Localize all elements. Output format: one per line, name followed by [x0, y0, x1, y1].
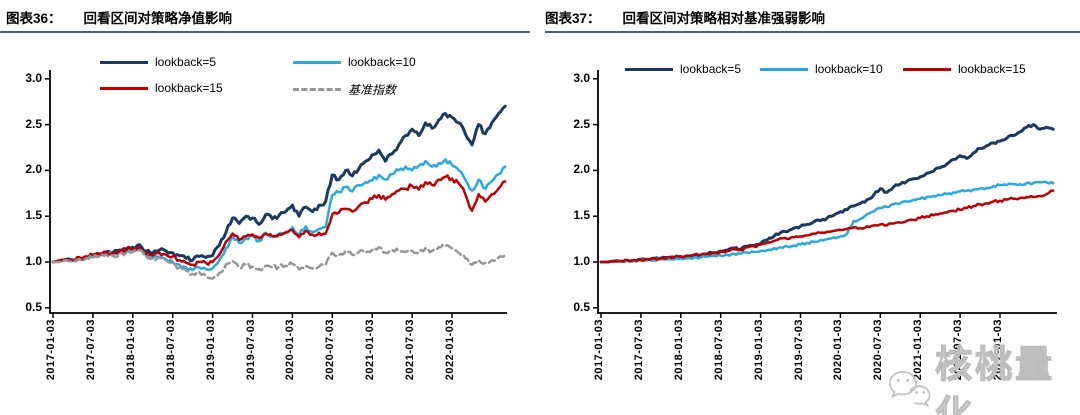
- y-axis-label: 1.5: [25, 208, 42, 223]
- lookback15-line-swatch: [100, 86, 148, 90]
- series-line-lookback=5: [51, 104, 507, 264]
- figure-37-header: 图表37： 回看区间对策略相对基准强弱影响: [545, 7, 825, 27]
- x-axis-label: 2021-07-03: [952, 319, 965, 381]
- legend-item-lookback10: lookback=10: [293, 55, 416, 69]
- y-axis-label: 1.0: [25, 254, 42, 268]
- series-line-lookback=10: [599, 180, 1055, 264]
- legend-item-lookback10: lookback=10: [760, 62, 883, 76]
- lookback10-line-swatch: [293, 60, 341, 64]
- x-axis-label: 2019-01-03: [752, 319, 765, 381]
- figure-36-title-rule: [0, 31, 530, 33]
- y-axis-label: 3.0: [25, 70, 42, 85]
- y-axis-label: 2.0: [25, 162, 42, 177]
- lookback5-legend-label: lookback=5: [155, 55, 217, 69]
- y-axis-label: 0.5: [573, 299, 590, 314]
- legend-item-lookback5: lookback=5: [100, 55, 216, 69]
- figure-36-title: 回看区间对策略净值影响: [83, 11, 233, 26]
- x-axis-label: 2021-01-03: [912, 319, 925, 381]
- legend-item-lookback15: lookback=15: [100, 81, 223, 95]
- figure-37-title: 回看区间对策略相对基准强弱影响: [622, 11, 826, 26]
- series-line-: [51, 243, 507, 280]
- lookback15-legend-label: lookback=15: [155, 81, 223, 95]
- lookback10-line-swatch: [760, 67, 808, 71]
- lookback15-line-swatch: [903, 67, 951, 71]
- figure-36: 图表36： 回看区间对策略净值影响 lookback=5 lookback=10 …: [0, 7, 530, 381]
- x-axis-label: 2019-07-03: [792, 319, 805, 381]
- x-axis-label: 2020-01-03: [832, 319, 845, 381]
- figure-37: 图表37： 回看区间对策略相对基准强弱影响 lookback=5 lookback…: [540, 0, 1080, 415]
- figure-37-number: 图表37：: [545, 11, 601, 26]
- series-line-lookback=15: [51, 174, 507, 267]
- benchmark-dashed-swatch: [293, 88, 341, 91]
- figure-36-number: 图表36：: [6, 11, 62, 26]
- series-line-lookback=5: [599, 123, 1055, 264]
- axis-spines: [49, 70, 507, 314]
- lookback5-legend-label: lookback=5: [680, 62, 742, 76]
- x-axis-label: 2019-07-03: [244, 319, 257, 381]
- lookback15-legend-label: lookback=15: [958, 62, 1026, 76]
- x-axis-label: 2019-01-03: [204, 319, 217, 381]
- series-line-lookback=15: [599, 189, 1055, 264]
- x-axis-label: 2021-07-03: [404, 319, 417, 381]
- figure-37-title-rule: [545, 31, 1080, 33]
- x-axis-label: 2020-01-03: [284, 319, 297, 381]
- lookback10-legend-label: lookback=10: [815, 62, 883, 76]
- relative-strength-chart: [593, 70, 1057, 318]
- legend-item-benchmark: 基准指数: [293, 81, 396, 98]
- x-axis-label: 2018-07-03: [164, 319, 177, 381]
- y-axis-label: 3.0: [573, 70, 590, 85]
- x-axis-label: 2018-01-03: [672, 319, 685, 381]
- axis-spines: [597, 70, 1057, 314]
- y-axis-label: 1.0: [573, 254, 590, 268]
- y-axis-label: 1.5: [573, 208, 590, 223]
- y-axis-label: 2.5: [573, 116, 590, 131]
- lookback10-legend-label: lookback=10: [348, 55, 416, 69]
- x-axis-label: 2022-01-03: [444, 319, 456, 381]
- x-axis-label: 2018-01-03: [124, 319, 137, 381]
- y-axis-label: 2.0: [573, 162, 590, 177]
- x-axis-label: 2021-01-03: [364, 319, 377, 381]
- x-axis-label: 2020-07-03: [324, 319, 337, 381]
- x-axis-label: 2017-07-03: [84, 319, 97, 381]
- y-axis-label: 2.5: [25, 116, 42, 131]
- benchmark-legend-label: 基准指数: [348, 83, 397, 97]
- y-axis-label: 0.5: [25, 299, 42, 314]
- x-axis-label: 2022-01-03: [992, 319, 1004, 381]
- net-value-chart: [45, 70, 507, 318]
- lookback5-line-swatch: [100, 60, 148, 64]
- legend-item-lookback5: lookback=5: [625, 62, 741, 76]
- x-axis-label: 2017-07-03: [632, 319, 645, 381]
- figure-36-header: 图表36： 回看区间对策略净值影响: [6, 7, 232, 27]
- x-axis-label: 2020-07-03: [872, 319, 885, 381]
- legend-item-lookback15: lookback=15: [903, 62, 1026, 76]
- x-axis-label: 2018-07-03: [712, 319, 725, 381]
- lookback5-line-swatch: [625, 67, 673, 71]
- x-axis-label: 2017-01-03: [45, 319, 57, 381]
- x-axis-label: 2017-01-03: [593, 319, 605, 381]
